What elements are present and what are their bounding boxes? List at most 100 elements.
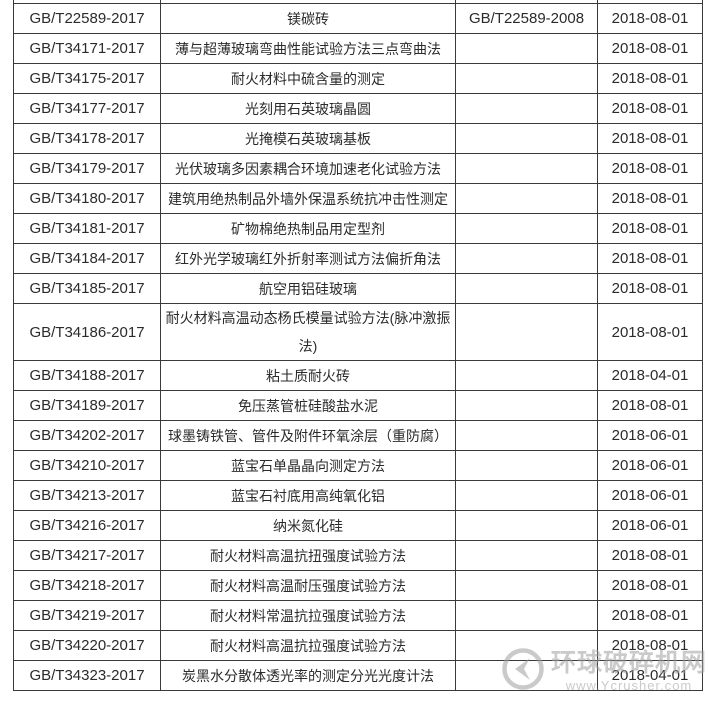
table-row: GB/T34210-2017 蓝宝石单晶晶向测定方法 2018-06-01	[13, 450, 703, 481]
implementation-date-cell: 2018-08-01	[597, 33, 703, 64]
replaced-standard-cell	[455, 303, 598, 361]
standard-number-cell: GB/T34202-2017	[13, 420, 161, 451]
replaced-standard-cell	[455, 510, 598, 541]
standard-name-cell: 耐火材料中硫含量的测定	[160, 63, 456, 94]
table-row: GB/T34181-2017 矿物棉绝热制品用定型剂 2018-08-01	[13, 213, 703, 244]
replaced-standard-cell: GB/T22589-2008	[455, 3, 598, 34]
replaced-standard-cell	[455, 540, 598, 571]
standard-number-cell: GB/T34184-2017	[13, 243, 161, 274]
standard-name-cell: 蓝宝石单晶晶向测定方法	[160, 450, 456, 481]
table-row: GB/T34177-2017 光刻用石英玻璃晶圆 2018-08-01	[13, 93, 703, 124]
standard-number-cell: GB/T22589-2017	[13, 3, 161, 34]
implementation-date-cell: 2018-08-01	[597, 243, 703, 274]
standard-name-cell: 光刻用石英玻璃晶圆	[160, 93, 456, 124]
implementation-date-cell: 2018-06-01	[597, 420, 703, 451]
replaced-standard-cell	[455, 63, 598, 94]
replaced-standard-cell	[455, 480, 598, 511]
implementation-date-cell: 2018-08-01	[597, 600, 703, 631]
replaced-standard-cell	[455, 153, 598, 184]
table-row: GB/T34186-2017 耐火材料高温动态杨氏模量试验方法(脉冲激振法) 201…	[13, 303, 703, 361]
standards-table-container: GB/T22589-2017 镁碳砖 GB/T22589-2008 2018-08-0…	[13, 0, 704, 694]
standard-name-cell: 薄与超薄玻璃弯曲性能试验方法三点弯曲法	[160, 33, 456, 64]
standard-number-cell: GB/T34213-2017	[13, 480, 161, 511]
implementation-date-cell: 2018-08-01	[597, 63, 703, 94]
implementation-date-cell: 2018-08-01	[597, 123, 703, 154]
implementation-date-cell: 2018-08-01	[597, 273, 703, 304]
standard-number-cell: GB/T34175-2017	[13, 63, 161, 94]
implementation-date-cell: 2018-06-01	[597, 480, 703, 511]
replaced-standard-cell	[455, 600, 598, 631]
replaced-standard-cell	[455, 213, 598, 244]
standard-number-cell: GB/T34179-2017	[13, 153, 161, 184]
implementation-date-cell: 2018-06-01	[597, 510, 703, 541]
table-row: GB/T34188-2017 粘土质耐火砖 2018-04-01	[13, 360, 703, 391]
standard-name-cell: 建筑用绝热制品外墙外保温系统抗冲击性测定	[160, 183, 456, 214]
table-row: GB/T34185-2017 航空用铝硅玻璃 2018-08-01	[13, 273, 703, 304]
standard-number-cell: GB/T34178-2017	[13, 123, 161, 154]
standard-number-cell: GB/T34323-2017	[13, 660, 161, 691]
standard-number-cell: GB/T34218-2017	[13, 570, 161, 601]
replaced-standard-cell	[455, 243, 598, 274]
implementation-date-cell: 2018-08-01	[597, 303, 703, 361]
standard-name-cell: 光伏玻璃多因素耦合环境加速老化试验方法	[160, 153, 456, 184]
implementation-date-cell: 2018-08-01	[597, 3, 703, 34]
implementation-date-cell: 2018-08-01	[597, 93, 703, 124]
replaced-standard-cell	[455, 123, 598, 154]
table-row: GB/T34175-2017 耐火材料中硫含量的测定 2018-08-01	[13, 63, 703, 94]
standard-name-cell: 耐火材料高温抗拉强度试验方法	[160, 630, 456, 661]
replaced-standard-cell	[455, 570, 598, 601]
table-row: GB/T34213-2017 蓝宝石衬底用高纯氧化铝 2018-06-01	[13, 480, 703, 511]
implementation-date-cell: 2018-04-01	[597, 360, 703, 391]
standard-number-cell: GB/T34216-2017	[13, 510, 161, 541]
table-row: GB/T34189-2017 免压蒸管桩硅酸盐水泥 2018-08-01	[13, 390, 703, 421]
standard-name-cell: 纳米氮化硅	[160, 510, 456, 541]
implementation-date-cell: 2018-08-01	[597, 183, 703, 214]
standard-number-cell: GB/T34220-2017	[13, 630, 161, 661]
replaced-standard-cell	[455, 420, 598, 451]
standard-number-cell: GB/T34185-2017	[13, 273, 161, 304]
replaced-standard-cell	[455, 33, 598, 64]
standard-name-cell: 耐火材料高温抗扭强度试验方法	[160, 540, 456, 571]
replaced-standard-cell	[455, 183, 598, 214]
standard-name-cell: 免压蒸管桩硅酸盐水泥	[160, 390, 456, 421]
table-row: GB/T34219-2017 耐火材料常温抗拉强度试验方法 2018-08-01	[13, 600, 703, 631]
standard-name-cell: 球墨铸铁管、管件及附件环氧涂层（重防腐）	[160, 420, 456, 451]
replaced-standard-cell	[455, 93, 598, 124]
table-row: GB/T34220-2017 耐火材料高温抗拉强度试验方法 2018-08-01	[13, 630, 703, 661]
table-row: GB/T34202-2017 球墨铸铁管、管件及附件环氧涂层（重防腐） 2018-0…	[13, 420, 703, 451]
standard-number-cell: GB/T34210-2017	[13, 450, 161, 481]
implementation-date-cell: 2018-08-01	[597, 540, 703, 571]
implementation-date-cell: 2018-08-01	[597, 390, 703, 421]
table-row: GB/T34217-2017 耐火材料高温抗扭强度试验方法 2018-08-01	[13, 540, 703, 571]
implementation-date-cell: 2018-08-01	[597, 213, 703, 244]
standard-name-cell: 光掩模石英玻璃基板	[160, 123, 456, 154]
standard-number-cell: GB/T34219-2017	[13, 600, 161, 631]
replaced-standard-cell	[455, 390, 598, 421]
standard-number-cell: GB/T34217-2017	[13, 540, 161, 571]
table-row: GB/T34171-2017 薄与超薄玻璃弯曲性能试验方法三点弯曲法 2018-08…	[13, 33, 703, 64]
table-row: GB/T34180-2017 建筑用绝热制品外墙外保温系统抗冲击性测定 2018-0…	[13, 183, 703, 214]
table-row: GB/T34216-2017 纳米氮化硅 2018-06-01	[13, 510, 703, 541]
replaced-standard-cell	[455, 273, 598, 304]
table-row: GB/T34323-2017 炭黑水分散体透光率的测定分光光度计法 2018-04-…	[13, 660, 703, 691]
standard-name-cell: 炭黑水分散体透光率的测定分光光度计法	[160, 660, 456, 691]
standard-name-cell: 粘土质耐火砖	[160, 360, 456, 391]
table-row: GB/T34179-2017 光伏玻璃多因素耦合环境加速老化试验方法 2018-08…	[13, 153, 703, 184]
standard-number-cell: GB/T34186-2017	[13, 303, 161, 361]
standard-name-cell: 航空用铝硅玻璃	[160, 273, 456, 304]
replaced-standard-cell	[455, 660, 598, 691]
table-row: GB/T34178-2017 光掩模石英玻璃基板 2018-08-01	[13, 123, 703, 154]
implementation-date-cell: 2018-06-01	[597, 450, 703, 481]
implementation-date-cell: 2018-08-01	[597, 630, 703, 661]
standards-table-body: GB/T22589-2017 镁碳砖 GB/T22589-2008 2018-08-0…	[13, 0, 703, 691]
standards-table: GB/T22589-2017 镁碳砖 GB/T22589-2008 2018-08-0…	[13, 0, 703, 691]
standard-number-cell: GB/T34180-2017	[13, 183, 161, 214]
standard-name-cell: 耐火材料高温动态杨氏模量试验方法(脉冲激振法)	[160, 303, 456, 361]
replaced-standard-cell	[455, 450, 598, 481]
replaced-standard-cell	[455, 630, 598, 661]
standard-name-cell: 耐火材料高温耐压强度试验方法	[160, 570, 456, 601]
standard-name-cell: 蓝宝石衬底用高纯氧化铝	[160, 480, 456, 511]
standard-number-cell: GB/T34171-2017	[13, 33, 161, 64]
table-row: GB/T22589-2017 镁碳砖 GB/T22589-2008 2018-08-0…	[13, 3, 703, 34]
